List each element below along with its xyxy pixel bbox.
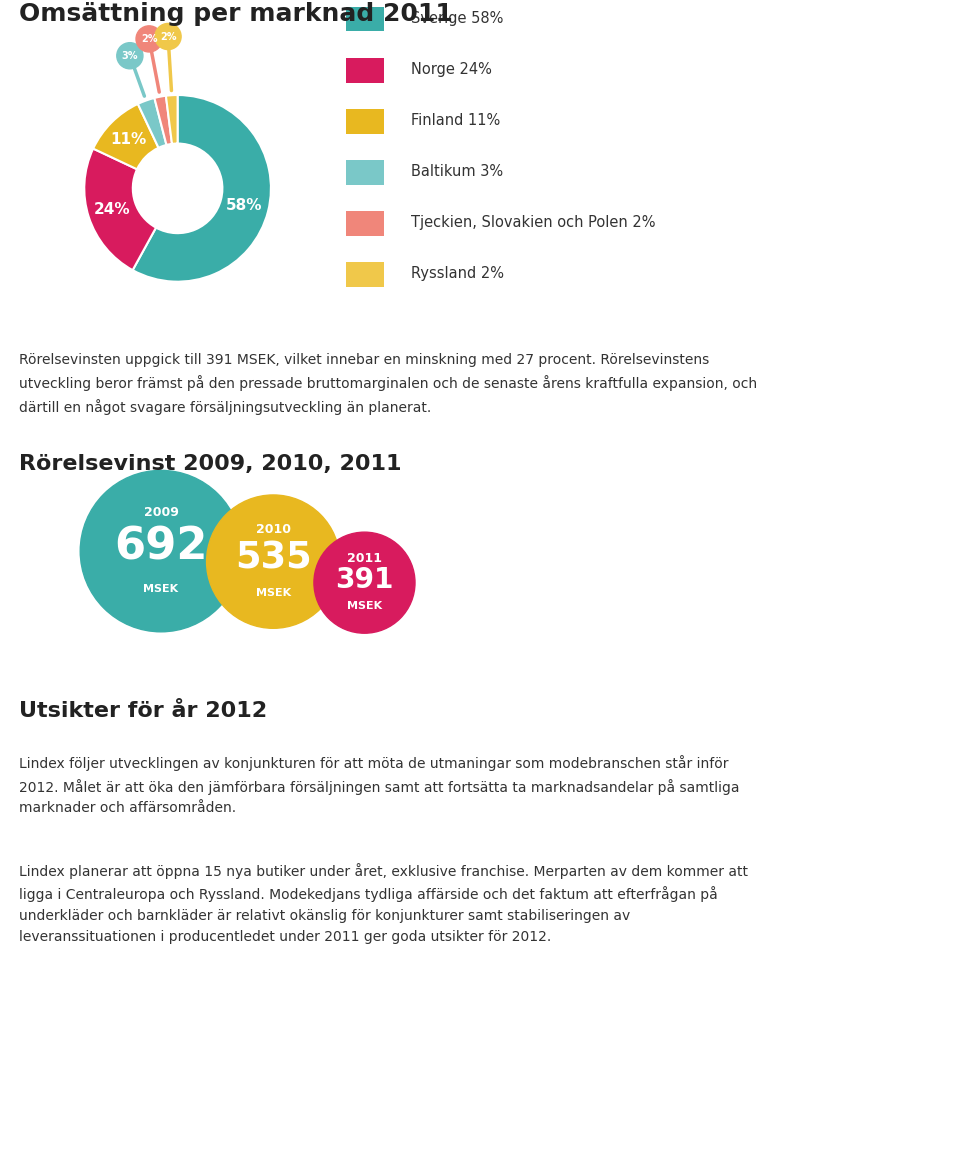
Circle shape [314,533,415,633]
Wedge shape [166,95,178,144]
Text: Lindex planerar att öppna 15 nya butiker under året, exklusive franchise. Merpar: Lindex planerar att öppna 15 nya butiker… [19,863,748,944]
Text: 692: 692 [114,526,207,569]
Circle shape [206,494,340,629]
Text: 2009: 2009 [143,506,179,519]
Text: 11%: 11% [110,132,147,147]
Text: Tjeckien, Slovakien och Polen 2%: Tjeckien, Slovakien och Polen 2% [411,215,656,230]
FancyBboxPatch shape [346,263,384,287]
Text: Sverige 58%: Sverige 58% [411,10,503,25]
Text: Rörelsevinst 2009, 2010, 2011: Rörelsevinst 2009, 2010, 2011 [19,454,401,474]
Text: 24%: 24% [94,203,131,218]
Text: Utsikter för år 2012: Utsikter för år 2012 [19,701,267,720]
Text: 3%: 3% [122,51,138,60]
Text: 2%: 2% [141,34,157,44]
Wedge shape [138,98,166,148]
FancyBboxPatch shape [346,160,384,185]
Wedge shape [132,95,271,281]
FancyBboxPatch shape [346,211,384,236]
FancyBboxPatch shape [346,58,384,82]
Circle shape [81,470,242,632]
FancyBboxPatch shape [346,7,384,31]
Text: MSEK: MSEK [143,584,179,594]
Text: 2011: 2011 [347,552,382,565]
Wedge shape [84,148,156,270]
Text: 2010: 2010 [255,523,291,536]
Text: 535: 535 [235,540,312,577]
Text: Norge 24%: Norge 24% [411,61,492,76]
Text: Baltikum 3%: Baltikum 3% [411,164,503,179]
Text: Omsättning per marknad 2011: Omsättning per marknad 2011 [19,2,453,27]
Text: Ryssland 2%: Ryssland 2% [411,266,504,281]
Circle shape [136,25,162,52]
Circle shape [117,43,143,68]
Text: MSEK: MSEK [255,588,291,598]
Text: Rörelsevinsten uppgick till 391 MSEK, vilket innebar en minskning med 27 procent: Rörelsevinsten uppgick till 391 MSEK, vi… [19,353,757,415]
Text: Lindex följer utvecklingen av konjunkturen för att möta de utmaningar som modebr: Lindex följer utvecklingen av konjunktur… [19,755,740,815]
Text: 58%: 58% [227,198,263,213]
Wedge shape [93,104,158,169]
Text: Finland 11%: Finland 11% [411,113,500,129]
Text: 2%: 2% [159,31,177,42]
Circle shape [155,23,181,50]
Wedge shape [155,96,172,145]
Text: 391: 391 [335,566,394,594]
Text: MSEK: MSEK [347,601,382,611]
FancyBboxPatch shape [346,109,384,133]
